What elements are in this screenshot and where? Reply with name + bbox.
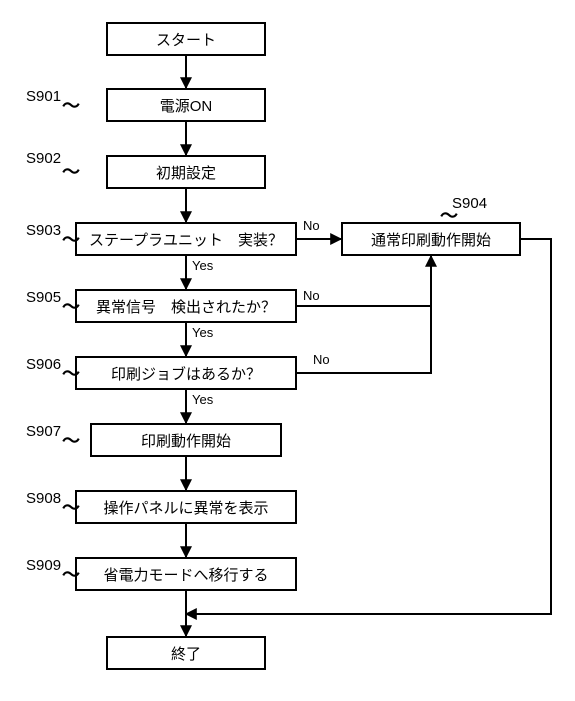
step-label-s908: S908 <box>26 490 61 507</box>
step-label-s905: S905 <box>26 289 61 306</box>
tilde-2: 〜 <box>62 226 80 252</box>
edge-label-s906-no: No <box>313 352 330 367</box>
tilde-0: 〜 <box>62 92 80 118</box>
edge-label-s903-no: No <box>303 218 320 233</box>
node-end: 終了 <box>106 636 266 670</box>
node-s905: 異常信号 検出されたか？ <box>75 289 297 323</box>
node-end-text: 終了 <box>171 643 201 664</box>
step-label-s906: S906 <box>26 356 61 373</box>
tilde-3: 〜 <box>440 202 458 228</box>
edges-layer <box>0 0 575 701</box>
step-label-s901: S901 <box>26 88 61 105</box>
node-s903: ステープラユニット 実装？ <box>75 222 297 256</box>
node-s909: 省電力モードへ移行する <box>75 557 297 591</box>
node-s907-text: 印刷動作開始 <box>141 430 231 451</box>
node-s901: 電源ON <box>106 88 266 122</box>
edge-label-s905-no: No <box>303 288 320 303</box>
edge-label-s906-yes: Yes <box>192 392 213 407</box>
edge-label-s905-yes: Yes <box>192 325 213 340</box>
flowchart-canvas: スタート 電源ON 初期設定 ステープラユニット 実装？ 通常印刷動作開始 異常… <box>0 0 575 701</box>
node-s904-text: 通常印刷動作開始 <box>371 229 491 250</box>
step-label-s903: S903 <box>26 222 61 239</box>
tilde-7: 〜 <box>62 494 80 520</box>
node-s909-text: 省電力モードへ移行する <box>103 564 268 585</box>
edge-label-s903-yes: Yes <box>192 258 213 273</box>
tilde-4: 〜 <box>62 293 80 319</box>
node-start-text: スタート <box>156 29 216 50</box>
step-label-s907: S907 <box>26 423 61 440</box>
tilde-5: 〜 <box>62 360 80 386</box>
node-s904: 通常印刷動作開始 <box>341 222 521 256</box>
node-s901-text: 電源ON <box>160 95 213 116</box>
node-s902-text: 初期設定 <box>156 162 216 183</box>
node-s906-text: 印刷ジョブはあるか？ <box>111 363 261 384</box>
node-start: スタート <box>106 22 266 56</box>
tilde-6: 〜 <box>62 427 80 453</box>
node-s908: 操作パネルに異常を表示 <box>75 490 297 524</box>
node-s907: 印刷動作開始 <box>90 423 282 457</box>
step-label-s909: S909 <box>26 557 61 574</box>
node-s903-text: ステープラユニット 実装？ <box>89 229 283 250</box>
tilde-1: 〜 <box>62 158 80 184</box>
tilde-8: 〜 <box>62 561 80 587</box>
node-s902: 初期設定 <box>106 155 266 189</box>
node-s906: 印刷ジョブはあるか？ <box>75 356 297 390</box>
step-label-s902: S902 <box>26 150 61 167</box>
node-s908-text: 操作パネルに異常を表示 <box>103 497 268 518</box>
node-s905-text: 異常信号 検出されたか？ <box>96 296 276 317</box>
